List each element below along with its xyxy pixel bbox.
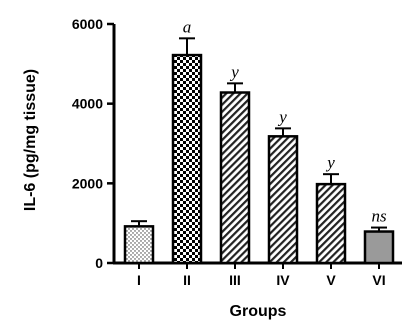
significance-label: y: [325, 153, 335, 172]
bar: [315, 182, 347, 265]
bar: [267, 135, 299, 265]
bars-group: a y y y ns: [123, 17, 395, 265]
y-tick-label: 4000: [72, 96, 103, 112]
bar: [171, 53, 203, 265]
x-axis-title: Groups: [230, 303, 287, 320]
y-axis-title: IL-6 (pg/mg tissue): [22, 69, 39, 211]
x-tick-label: V: [326, 272, 336, 288]
x-tick-label: II: [183, 272, 191, 288]
y-tick-label: 2000: [72, 175, 103, 191]
significance-label: y: [229, 62, 239, 81]
x-tick-label: VI: [372, 272, 385, 288]
significance-label: y: [277, 107, 287, 126]
x-tick-label: III: [229, 272, 241, 288]
significance-label: a: [183, 17, 192, 36]
y-tick-label: 6000: [72, 16, 103, 32]
x-tick-label: IV: [276, 272, 290, 288]
x-tick-label: I: [137, 272, 141, 288]
bar: [123, 225, 155, 265]
significance-label: ns: [371, 207, 387, 226]
bar: [363, 230, 395, 265]
y-tick-label: 0: [95, 255, 103, 271]
bar: [219, 91, 251, 265]
